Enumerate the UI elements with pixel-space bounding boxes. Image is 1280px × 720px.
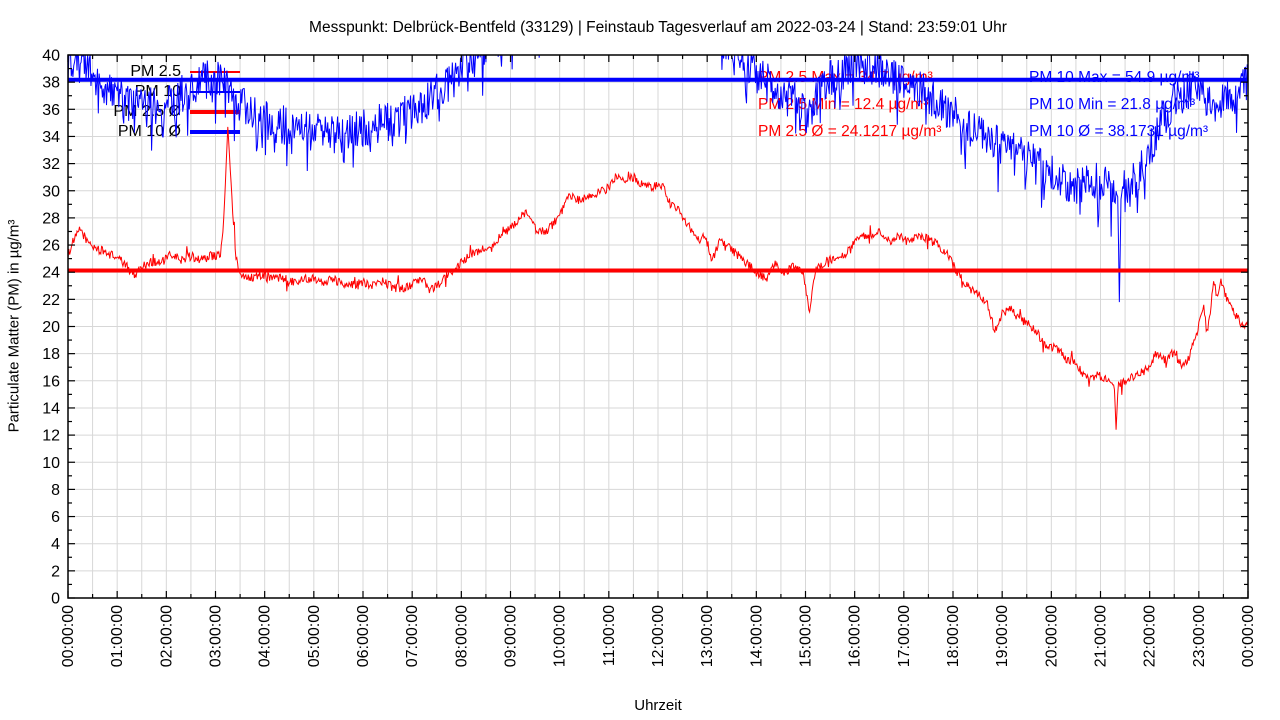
- svg-text:40: 40: [42, 48, 60, 65]
- svg-text:38: 38: [42, 75, 60, 92]
- legend-item-pm10-avg: PM 10 Ø: [60, 122, 240, 142]
- legend-item-pm25-avg: PM 2.5 Ø: [60, 102, 240, 122]
- svg-text:28: 28: [42, 210, 60, 227]
- svg-text:20: 20: [42, 319, 60, 336]
- y-axis-title: Particulate Matter (PM) in µg/m³: [5, 219, 23, 433]
- svg-text:19:00:00: 19:00:00: [994, 605, 1011, 667]
- svg-text:17:00:00: 17:00:00: [896, 605, 913, 667]
- legend-label-pm25-avg: PM 2.5 Ø: [113, 103, 181, 120]
- svg-text:04:00:00: 04:00:00: [257, 605, 274, 667]
- svg-text:34: 34: [42, 129, 60, 146]
- svg-text:21:00:00: 21:00:00: [1093, 605, 1110, 667]
- svg-text:08:00:00: 08:00:00: [453, 605, 470, 667]
- svg-text:12: 12: [42, 428, 60, 445]
- svg-text:18: 18: [42, 346, 60, 363]
- svg-text:16: 16: [42, 373, 60, 390]
- chart-title: Messpunkt: Delbrück-Bentfeld (33129) | F…: [309, 19, 1007, 36]
- annotation-pm10-min: PM 10 Min = 21.8 µg/m³: [1029, 96, 1196, 113]
- svg-text:0: 0: [51, 591, 60, 608]
- svg-text:18:00:00: 18:00:00: [945, 605, 962, 667]
- svg-text:07:00:00: 07:00:00: [404, 605, 421, 667]
- svg-text:8: 8: [51, 482, 60, 499]
- svg-text:30: 30: [42, 183, 60, 200]
- legend-line-sample-pm25: [190, 71, 240, 73]
- annotation-pm25-min: PM 2.5 Min = 12.4 µg/m³: [758, 96, 929, 113]
- svg-text:02:00:00: 02:00:00: [158, 605, 175, 667]
- legend-label-pm10: PM 10: [134, 83, 181, 100]
- svg-text:11:00:00: 11:00:00: [601, 605, 618, 666]
- svg-text:12:00:00: 12:00:00: [650, 605, 667, 667]
- svg-text:26: 26: [42, 238, 60, 255]
- svg-text:24: 24: [42, 265, 60, 282]
- svg-text:2: 2: [51, 563, 60, 580]
- svg-text:00:00:00: 00:00:00: [1240, 605, 1257, 667]
- svg-text:10:00:00: 10:00:00: [552, 605, 569, 667]
- legend-line-sample-pm10: [190, 91, 240, 93]
- legend-item-pm10: PM 10: [60, 82, 240, 102]
- legend: PM 2.5 PM 10 PM 2.5 Ø PM 10 Ø: [60, 62, 240, 142]
- annotation-pm25-max: PM 2.5 Max = 34.7 µg/m³: [758, 69, 933, 86]
- annotation-block-pm10: PM 10 Max = 54.9 µg/m³ PM 10 Min = 21.8 …: [1029, 64, 1208, 145]
- svg-text:23:00:00: 23:00:00: [1191, 605, 1208, 667]
- svg-text:10: 10: [42, 455, 60, 472]
- legend-item-pm25: PM 2.5: [60, 62, 240, 82]
- annotation-pm10-avg: PM 10 Ø = 38.1731 µg/m³: [1029, 123, 1209, 140]
- svg-text:15:00:00: 15:00:00: [798, 605, 815, 667]
- svg-text:14:00:00: 14:00:00: [748, 605, 765, 667]
- svg-text:13:00:00: 13:00:00: [699, 605, 716, 667]
- legend-line-sample-pm10-avg: [190, 130, 240, 134]
- legend-label-pm25: PM 2.5: [130, 63, 181, 80]
- svg-text:32: 32: [42, 156, 60, 173]
- svg-text:03:00:00: 03:00:00: [208, 605, 225, 667]
- annotation-pm25-avg: PM 2.5 Ø = 24.1217 µg/m³: [758, 123, 942, 140]
- svg-text:22:00:00: 22:00:00: [1142, 605, 1159, 667]
- svg-text:09:00:00: 09:00:00: [503, 605, 520, 667]
- svg-text:14: 14: [42, 400, 60, 417]
- x-axis-title: Uhrzeit: [634, 697, 682, 714]
- svg-text:20:00:00: 20:00:00: [1043, 605, 1060, 667]
- svg-text:36: 36: [42, 102, 60, 119]
- legend-label-pm10-avg: PM 10 Ø: [117, 123, 181, 140]
- legend-line-sample-pm25-avg: [190, 110, 240, 114]
- svg-text:6: 6: [51, 509, 60, 526]
- svg-text:22: 22: [42, 292, 60, 309]
- svg-text:05:00:00: 05:00:00: [306, 605, 323, 667]
- annotation-pm10-max: PM 10 Max = 54.9 µg/m³: [1029, 69, 1200, 86]
- svg-text:00:00:00: 00:00:00: [60, 605, 77, 667]
- svg-text:4: 4: [51, 536, 60, 553]
- svg-text:01:00:00: 01:00:00: [109, 605, 126, 667]
- annotation-block-pm25: PM 2.5 Max = 34.7 µg/m³ PM 2.5 Min = 12.…: [758, 64, 941, 145]
- svg-text:16:00:00: 16:00:00: [847, 605, 864, 667]
- svg-text:06:00:00: 06:00:00: [355, 605, 372, 667]
